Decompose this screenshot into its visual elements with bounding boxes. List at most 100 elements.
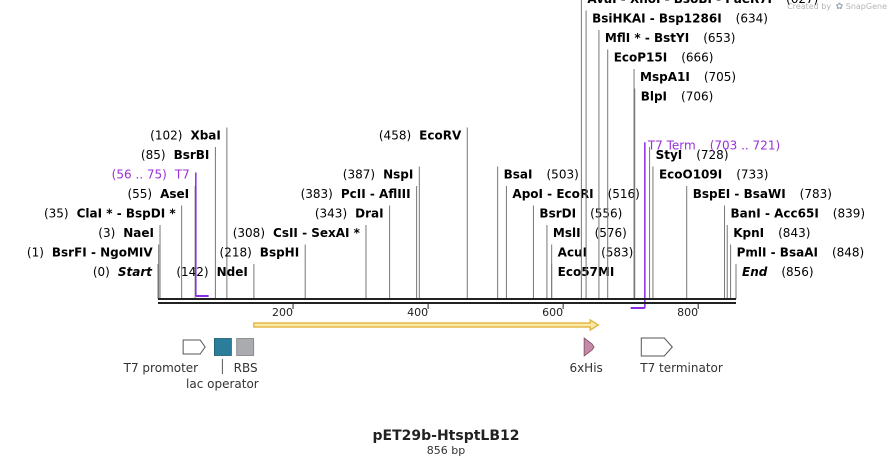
site-position: (343)	[315, 207, 347, 221]
site-position: (383)	[301, 187, 333, 201]
site-label: BsiHKAI - Bsp1286I (634)	[592, 12, 768, 26]
rbs-box[interactable]	[236, 338, 255, 356]
site-bsihkai[interactable]: BsiHKAI - Bsp1286I (634)	[585, 10, 768, 300]
lac-operator-box[interactable]	[213, 338, 232, 356]
site-name: EcoRV	[419, 129, 462, 143]
site-ecop15i[interactable]: EcoP15I (666)	[607, 49, 714, 300]
site-pcii[interactable]: (383) PcII - AflIII	[301, 186, 418, 299]
primer-range: (56 .. 75)	[112, 168, 167, 182]
primer-range: (703 .. 721)	[710, 138, 780, 152]
site-label: (343) DraI	[315, 207, 384, 221]
site-mfli[interactable]: MflI * - BstYI (653)	[598, 30, 736, 299]
site-label: MflI * - BstYI (653)	[605, 31, 736, 45]
site-label: MspA1I (705)	[640, 70, 736, 84]
site-position: (1)	[27, 246, 44, 260]
site-bani[interactable]: BanI - Acc65I (839)	[724, 205, 866, 300]
site-msli[interactable]: MslI (576)	[546, 225, 627, 299]
site-label: BspEI - BsaWI (783)	[693, 187, 832, 201]
site-end[interactable]: End (856)	[735, 264, 814, 299]
site-position: (843)	[778, 226, 810, 240]
site-name: ClaI * - BspDI *	[77, 207, 177, 221]
site-position: (458)	[379, 129, 411, 143]
site-name: AcuI	[558, 246, 587, 260]
site-label: (383) PcII - AflIII	[301, 187, 411, 201]
site-position: (503)	[547, 168, 579, 182]
site-asei[interactable]: (55) AseI	[127, 186, 196, 299]
site-avai[interactable]: AvaI - XhoI - BsoBI - PaeR7I (627)	[580, 0, 818, 299]
site-bsrdi[interactable]: BsrDI (556)	[532, 205, 622, 300]
site-ecoo109i[interactable]: EcoO109I (733)	[652, 166, 769, 300]
credit-text: Created by	[787, 2, 832, 11]
site-position: (85)	[141, 148, 166, 162]
site-name: AvaI - XhoI - BsoBI - PaeR7I	[587, 0, 772, 6]
site-ndei[interactable]: (142) NdeI	[176, 264, 255, 299]
site-name: PmlI - BsaAI	[737, 246, 818, 260]
site-name: NdeI	[217, 265, 248, 279]
site-label: (85) BsrBI	[141, 148, 209, 162]
primer-t7term[interactable]: T7 Term (703 .. 721)	[630, 138, 780, 309]
site-ecorv[interactable]: (458) EcoRV	[379, 127, 468, 300]
site-bsrfi[interactable]: (1) BsrFI - NgoMIV	[27, 244, 160, 300]
site-label: EcoP15I (666)	[614, 51, 714, 65]
site-label: EcoO109I (733)	[659, 168, 769, 182]
primer-name: T7	[174, 168, 190, 182]
site-apoi[interactable]: ApoI - EcoRI (516)	[505, 186, 640, 299]
features: T7 promoter lac operator RBS 6xHis T7 te…	[123, 337, 723, 391]
site-bsrbi[interactable]: (85) BsrBI	[141, 147, 216, 299]
site-name: BanI - Acc65I	[731, 207, 819, 221]
site-name: Start	[118, 265, 153, 279]
site-naei[interactable]: (3) NaeI	[98, 225, 161, 299]
site-csii[interactable]: (308) CsII - SexAI *	[233, 225, 367, 299]
site-label: BlpI (706)	[641, 90, 714, 104]
credit: Created by ✿ SnapGene	[787, 2, 887, 12]
site-position: (556)	[590, 207, 622, 221]
ruler: 200 400 600 800	[272, 303, 699, 319]
t7-promoter-arrow[interactable]	[182, 339, 206, 355]
site-blpi[interactable]: BlpI (706)	[634, 88, 714, 300]
snapgene-logo: ✿	[835, 2, 844, 12]
site-position: (856)	[781, 265, 813, 279]
site-clai[interactable]: (35) ClaI * - BspDI *	[44, 205, 183, 300]
site-xbai[interactable]: (102) XbaI	[150, 127, 228, 300]
site-name: PcII - AflIII	[341, 187, 411, 201]
site-label: BsaI (503)	[504, 168, 579, 182]
site-label: (458) EcoRV	[379, 129, 462, 143]
site-position: (848)	[832, 246, 864, 260]
site-nspi[interactable]: (387) NspI	[343, 166, 420, 300]
lac-operator-label: lac operator	[186, 377, 259, 391]
site-drai[interactable]: (343) DraI	[315, 205, 391, 300]
site-label: (35) ClaI * - BspDI *	[44, 207, 176, 221]
site-position: (839)	[833, 207, 865, 221]
orf-arrow[interactable]	[253, 318, 600, 332]
site-position: (516)	[608, 187, 640, 201]
primer-t7[interactable]: (56 .. 75) T7	[112, 168, 209, 297]
site-label: (102) XbaI	[150, 129, 221, 143]
plasmid-size: 856 bp	[427, 444, 465, 457]
ruler-tick-label: 600	[542, 306, 563, 319]
t7-terminator-arrow[interactable]	[640, 337, 673, 357]
orf	[253, 318, 600, 332]
site-bspei[interactable]: BspEI - BsaWI (783)	[686, 186, 832, 299]
site-position: (705)	[704, 70, 736, 84]
site-eco57mi[interactable]: Eco57MI	[551, 264, 615, 299]
site-start[interactable]: (0) Start	[93, 264, 159, 299]
site-name: KpnI	[733, 226, 764, 240]
site-label: (308) CsII - SexAI *	[233, 226, 361, 240]
site-acui[interactable]: AcuI (583)	[551, 244, 634, 300]
site-bsai[interactable]: BsaI (503)	[497, 166, 579, 300]
site-pmli[interactable]: PmlI - BsaAI (848)	[730, 244, 865, 300]
ruler-tick-label: 200	[272, 306, 293, 319]
site-position: (387)	[343, 168, 375, 182]
site-name: BspEI - BsaWI	[693, 187, 786, 201]
site-position: (3)	[98, 226, 115, 240]
site-name: BsiHKAI - Bsp1286I	[592, 12, 722, 26]
site-bsphi[interactable]: (218) BspHI	[220, 244, 306, 300]
site-position: (706)	[681, 90, 713, 104]
site-mspa1i[interactable]: MspA1I (705)	[633, 69, 736, 299]
site-position: (55)	[127, 187, 152, 201]
site-name: EcoO109I	[659, 168, 722, 182]
his-tag-arrow[interactable]	[583, 337, 595, 357]
site-kpni[interactable]: KpnI (843)	[726, 225, 810, 299]
site-position: (728)	[696, 148, 728, 162]
site-styi[interactable]: StyI (728)	[649, 147, 729, 299]
